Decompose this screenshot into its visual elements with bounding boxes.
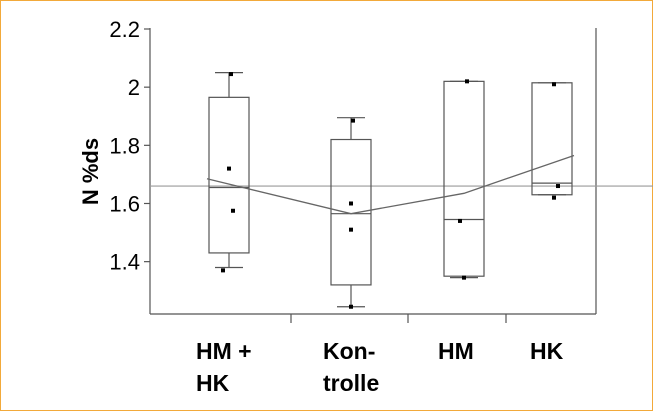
data-point	[458, 218, 462, 223]
y-tick-label: 1.6	[109, 191, 140, 216]
data-point	[552, 82, 556, 87]
x-tick-label: Kon-	[323, 338, 375, 364]
data-point	[231, 208, 235, 213]
x-tick-label: HM	[438, 338, 474, 364]
y-tick-label: 2.2	[109, 17, 140, 42]
y-tick-label: 1.4	[109, 250, 140, 275]
x-tick-label: HK	[530, 338, 564, 364]
mean-line	[206, 154, 575, 215]
x-tick-label: trolle	[323, 370, 379, 396]
data-point	[465, 79, 469, 84]
box	[531, 82, 573, 196]
box	[208, 96, 250, 254]
data-point	[462, 275, 466, 280]
x-tick-label: HM +	[196, 338, 252, 364]
data-point	[221, 268, 225, 273]
data-point	[227, 166, 231, 171]
data-point	[552, 195, 556, 200]
data-point	[351, 118, 355, 123]
data-point	[349, 227, 353, 232]
y-axis-label: N %ds	[78, 138, 103, 205]
box	[443, 80, 485, 277]
x-tick-label: HK	[196, 370, 230, 396]
y-tick-label: 1.8	[109, 133, 140, 158]
y-tick-label: 2	[128, 75, 140, 100]
data-point	[349, 304, 353, 309]
data-point	[229, 72, 233, 77]
data-point	[349, 201, 353, 206]
box	[330, 138, 372, 286]
data-point	[556, 184, 560, 189]
